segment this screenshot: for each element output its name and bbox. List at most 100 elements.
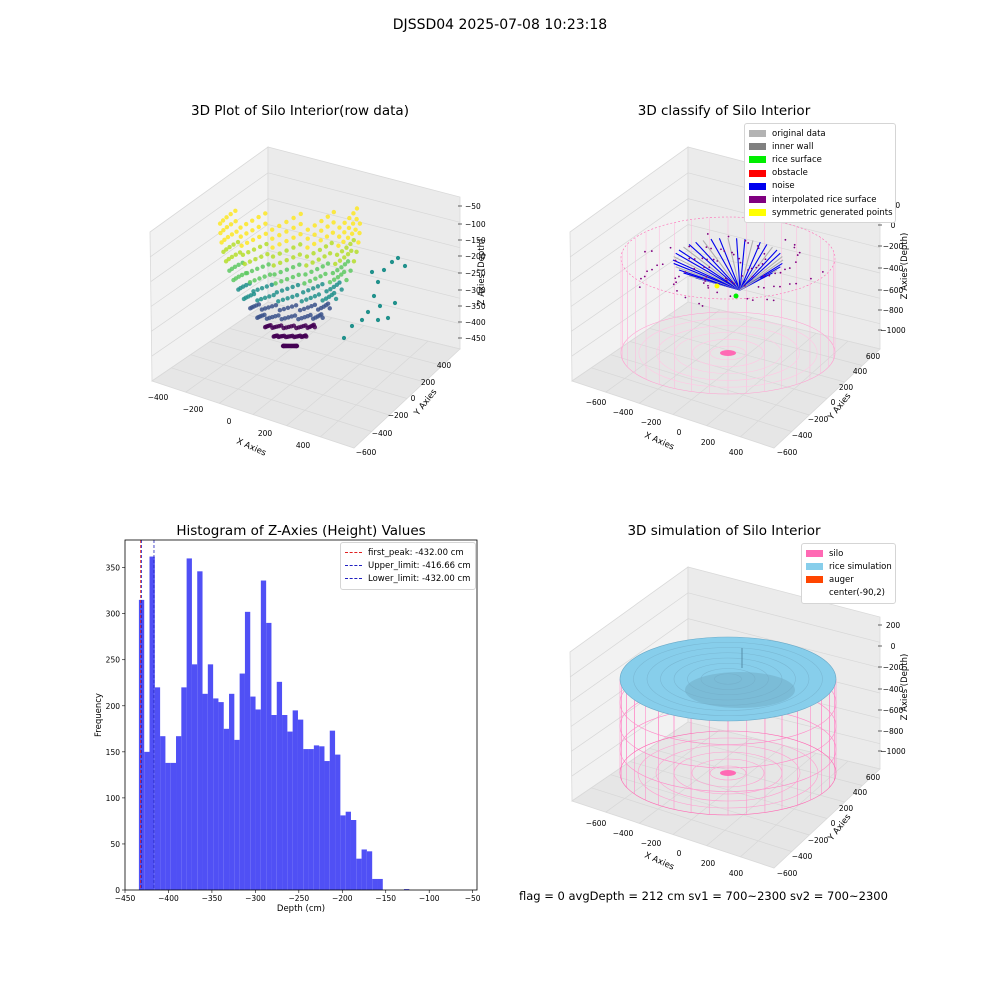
histogram-bar bbox=[266, 622, 272, 890]
panel1-data-point bbox=[255, 266, 260, 272]
histogram-bar bbox=[154, 687, 161, 890]
panel2-class-point bbox=[727, 237, 741, 291]
panel1-data-point bbox=[342, 262, 348, 267]
panel1-data-point bbox=[284, 229, 289, 234]
panel4-z-tick-label: −400 bbox=[883, 685, 904, 694]
panel4-y-tick-label: 600 bbox=[866, 773, 881, 782]
histogram-bar bbox=[144, 751, 150, 890]
panel4-title: 3D simulation of Silo Interior bbox=[627, 523, 821, 539]
panel1-data-point bbox=[294, 343, 300, 349]
legend-swatch bbox=[749, 156, 766, 164]
panel1-data-point bbox=[325, 261, 331, 266]
panel4-z-axis-label: Z Axies (Depth) bbox=[900, 654, 910, 721]
panel1-data-point bbox=[333, 296, 339, 302]
panel1-data-point bbox=[277, 223, 282, 229]
panel1-data-point bbox=[331, 209, 337, 215]
panel1-z-tick-label: −400 bbox=[465, 318, 486, 327]
histogram-bar bbox=[350, 820, 357, 890]
panel1-data-point bbox=[348, 268, 353, 273]
panel4-silo-floor-ring bbox=[691, 758, 765, 788]
panel1-data-point bbox=[354, 206, 360, 211]
panel1-data-point bbox=[257, 276, 262, 281]
panel1-data-point bbox=[342, 220, 347, 226]
panel1-data-point bbox=[285, 296, 290, 301]
histogram-bar bbox=[239, 673, 245, 890]
histogram-bar bbox=[271, 715, 277, 890]
panel1-z-tick-label: −250 bbox=[465, 269, 486, 278]
panel2-y-tick-label: −600 bbox=[777, 448, 798, 457]
panel1-data-point bbox=[279, 288, 285, 293]
panel1-data-point bbox=[290, 294, 295, 299]
panel1-data-point bbox=[297, 252, 303, 257]
panel1-data-point bbox=[371, 293, 377, 299]
panel1-data-point bbox=[339, 272, 344, 277]
panel1-data-point bbox=[219, 240, 224, 245]
panel1-data-point bbox=[325, 214, 330, 219]
panel2-class-point bbox=[795, 282, 798, 285]
panel3-plot bbox=[122, 539, 478, 893]
histogram-bar bbox=[356, 858, 362, 890]
panel1-data-point bbox=[243, 221, 249, 227]
panel1-data-point bbox=[271, 263, 276, 268]
legend-label: center(-90,2) bbox=[829, 588, 885, 599]
panel2-y-tick-label: 200 bbox=[839, 383, 854, 392]
panel2-class-point bbox=[747, 269, 749, 271]
panel1-data-point bbox=[392, 300, 398, 306]
panel1-data-point bbox=[323, 271, 328, 277]
legend-entry: noise bbox=[749, 180, 891, 193]
panel1-data-point bbox=[233, 219, 238, 224]
panel1-data-point bbox=[365, 309, 371, 315]
panel1-data-point bbox=[295, 282, 301, 288]
panel1-data-point bbox=[239, 272, 245, 278]
panel1-data-point bbox=[284, 277, 290, 282]
panel2-class-point bbox=[751, 299, 754, 301]
panel1-data-point bbox=[337, 280, 342, 285]
panel1-data-point bbox=[356, 240, 361, 245]
panel2-class-point bbox=[736, 238, 741, 291]
panel2-z-tick-label: −200 bbox=[883, 242, 904, 251]
panel1-data-point bbox=[342, 255, 347, 260]
panel2-class-point bbox=[705, 246, 708, 249]
panel1-data-point bbox=[339, 265, 344, 270]
panel1-data-point bbox=[312, 241, 317, 247]
panel4-silo-floor-ring bbox=[655, 744, 801, 802]
panel1-data-point bbox=[354, 216, 359, 222]
panel1-data-point bbox=[375, 279, 381, 285]
histogram-bar bbox=[282, 715, 288, 890]
panel1-data-point bbox=[297, 262, 302, 267]
panel1-data-point bbox=[284, 219, 289, 225]
panel1-data-point bbox=[319, 218, 324, 224]
histogram-bar bbox=[213, 698, 219, 890]
panel2-class-point bbox=[643, 275, 646, 278]
panel1-gridline bbox=[150, 198, 461, 282]
panel2-silo-floor-ring bbox=[692, 339, 764, 367]
panel1-data-point bbox=[291, 215, 296, 221]
panel3-title: Histogram of Z-Axies (Height) Values bbox=[176, 523, 426, 539]
panel1-data-point bbox=[345, 251, 351, 257]
histogram-bar bbox=[377, 878, 383, 890]
panel2-class-point bbox=[810, 277, 812, 280]
panel1-data-point bbox=[257, 234, 262, 240]
panel4-rice-depression bbox=[685, 672, 795, 708]
panel1-data-point bbox=[303, 272, 308, 277]
panel2-class-point bbox=[656, 264, 659, 267]
panel2-class-point bbox=[739, 241, 761, 291]
panel1-data-point bbox=[255, 298, 260, 303]
panel1-x-tick-label: −200 bbox=[183, 405, 204, 414]
panel1-data-point bbox=[337, 258, 343, 263]
panel4-z-tick-label: 0 bbox=[891, 642, 896, 651]
panel1-data-point bbox=[276, 313, 281, 318]
panel2-class-point bbox=[739, 261, 742, 264]
panel1-data-point bbox=[351, 259, 357, 264]
panel2-gridline bbox=[570, 198, 881, 282]
histogram-bar bbox=[138, 599, 145, 890]
panel1-data-point bbox=[247, 280, 253, 285]
panel1-data-point bbox=[269, 304, 275, 309]
panel1-data-point bbox=[320, 264, 325, 269]
panel2-silo-floor-ring bbox=[674, 332, 782, 374]
panel2-class-point bbox=[720, 248, 722, 251]
panel4-silo-wireframe bbox=[619, 624, 882, 816]
histogram-bar bbox=[297, 719, 304, 890]
panel1-z-tick-label: −300 bbox=[465, 286, 486, 295]
panel2-class-point bbox=[703, 266, 706, 269]
